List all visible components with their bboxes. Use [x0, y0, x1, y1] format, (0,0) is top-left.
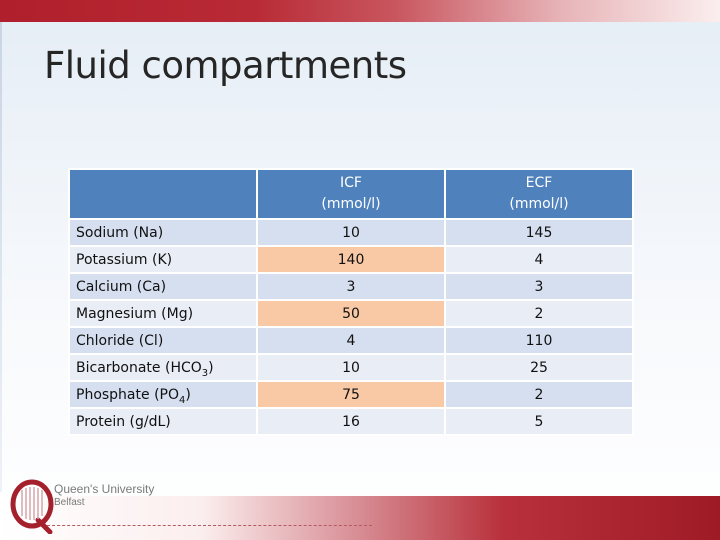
fluid-compartments-table: ICF (mmol/l) ECF (mmol/l) Sodium (Na) 10…: [68, 168, 634, 436]
table-row: Bicarbonate (HCO3) 10 25: [68, 353, 634, 382]
top-banner: [0, 0, 720, 22]
ecf-value: 5: [444, 407, 634, 436]
table-row: Protein (g/dL) 16 5: [68, 407, 634, 436]
icf-value: 10: [256, 218, 446, 247]
header-empty-cell: [68, 168, 258, 220]
university-name-line2: Belfast: [54, 497, 85, 508]
row-label: Bicarbonate (HCO3): [68, 353, 258, 382]
table-row: Sodium (Na) 10 145: [68, 218, 634, 247]
icf-value: 4: [256, 326, 446, 355]
table-row: Phosphate (PO4) 75 2: [68, 380, 634, 409]
ecf-value: 2: [444, 380, 634, 409]
row-label: Potassium (K): [68, 245, 258, 274]
row-label: Phosphate (PO4): [68, 380, 258, 409]
left-rule: [0, 22, 2, 492]
row-label: Sodium (Na): [68, 218, 258, 247]
header-ecf-label: ECF: [525, 175, 553, 191]
header-icf-label: ICF: [340, 175, 362, 191]
table-row: Potassium (K) 140 4: [68, 245, 634, 274]
icf-value: 3: [256, 272, 446, 301]
icf-value: 50: [256, 299, 446, 328]
footer-dashed-rule: [42, 525, 372, 526]
row-label: Protein (g/dL): [68, 407, 258, 436]
bottom-banner: [0, 496, 720, 540]
row-label: Magnesium (Mg): [68, 299, 258, 328]
ecf-value: 2: [444, 299, 634, 328]
header-ecf-unit: (mmol/l): [509, 196, 569, 212]
header-ecf: ECF (mmol/l): [444, 168, 634, 220]
slide-title: Fluid compartments: [44, 44, 407, 87]
header-icf: ICF (mmol/l): [256, 168, 446, 220]
qub-crest-icon: [10, 479, 54, 534]
icf-value: 16: [256, 407, 446, 436]
ecf-value: 110: [444, 326, 634, 355]
row-label: Chloride (Cl): [68, 326, 258, 355]
table-header-row: ICF (mmol/l) ECF (mmol/l): [68, 168, 634, 220]
ecf-value: 145: [444, 218, 634, 247]
university-name: Queen's University Belfast: [54, 483, 154, 509]
table-row: Calcium (Ca) 3 3: [68, 272, 634, 301]
icf-value: 10: [256, 353, 446, 382]
ecf-value: 4: [444, 245, 634, 274]
ecf-value: 3: [444, 272, 634, 301]
icf-value: 75: [256, 380, 446, 409]
university-name-line1: Queen's University: [54, 482, 155, 496]
icf-value: 140: [256, 245, 446, 274]
table-row: Chloride (Cl) 4 110: [68, 326, 634, 355]
table-row: Magnesium (Mg) 50 2: [68, 299, 634, 328]
header-icf-unit: (mmol/l): [321, 196, 381, 212]
row-label: Calcium (Ca): [68, 272, 258, 301]
ecf-value: 25: [444, 353, 634, 382]
